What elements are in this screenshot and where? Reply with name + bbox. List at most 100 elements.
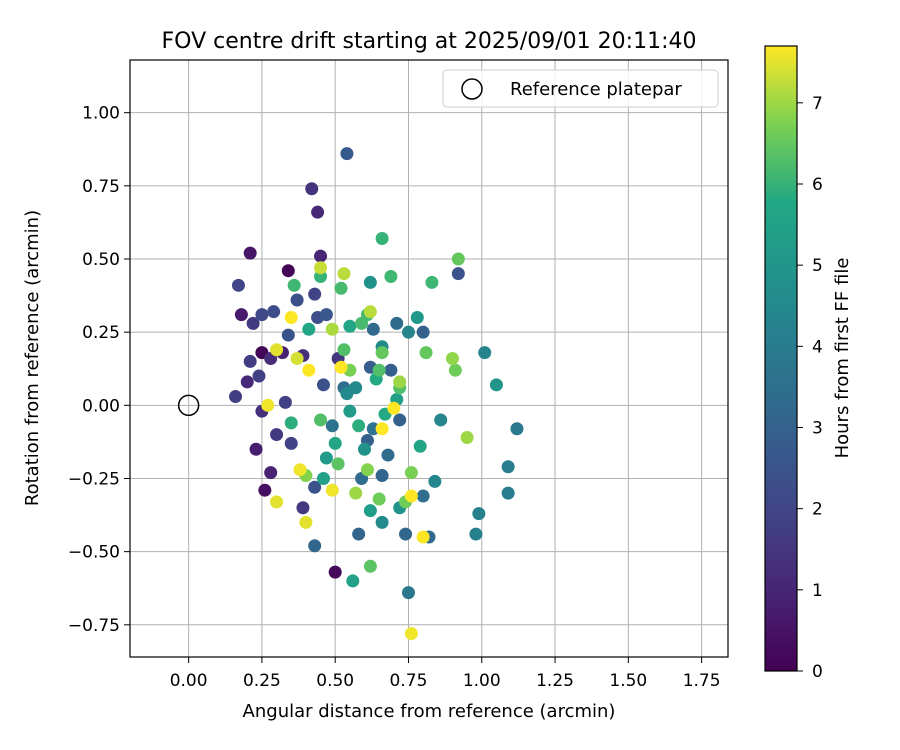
colorbar-tick-label: 3 [812, 418, 823, 438]
scatter-point [308, 287, 322, 301]
scatter-point [231, 278, 245, 292]
colorbar-tick-label: 1 [812, 581, 823, 601]
scatter-point [308, 539, 322, 553]
scatter-point [510, 422, 524, 436]
scatter-point [390, 316, 404, 330]
scatter-point [278, 395, 292, 409]
scatter-point [281, 328, 295, 342]
scatter-point [384, 270, 398, 284]
scatter-point [308, 480, 322, 494]
scatter-point [363, 559, 377, 573]
scatter-point [255, 308, 269, 322]
scatter-point [460, 431, 474, 445]
scatter-point [472, 507, 486, 521]
scatter-point [334, 281, 348, 295]
scatter-point [349, 486, 363, 500]
scatter-point [410, 311, 424, 325]
scatter-point [331, 457, 345, 471]
x-tick-label: 0.75 [390, 671, 428, 691]
scatter-point [340, 387, 354, 401]
scatter-point [284, 436, 298, 450]
scatter-point [234, 308, 248, 322]
scatter-point [346, 574, 360, 588]
scatter-point [375, 469, 389, 483]
scatter-point [375, 232, 389, 246]
scatter-point [302, 363, 316, 377]
scatter-point [249, 442, 263, 456]
x-tick-label: 1.25 [536, 671, 574, 691]
scatter-point [366, 322, 380, 336]
colorbar-gradient [765, 46, 797, 671]
scatter-point [229, 390, 243, 404]
y-axis-label: Rotation from reference (arcmin) [22, 210, 43, 506]
scatter-point [340, 147, 354, 161]
scatter-point [258, 483, 272, 497]
colorbar-tick-label: 5 [812, 256, 823, 276]
chart-title: FOV centre drift starting at 2025/09/01 … [162, 29, 697, 54]
scatter-point [363, 305, 377, 319]
scatter-point [416, 530, 430, 544]
colorbar-tick-label: 6 [812, 175, 823, 195]
x-tick-label: 0.25 [243, 671, 281, 691]
scatter-point [328, 436, 342, 450]
scatter-point [393, 375, 407, 389]
scatter-point [416, 489, 430, 503]
scatter-point [401, 586, 415, 600]
scatter-point [314, 413, 328, 427]
scatter-point [337, 343, 351, 357]
plot-frame [129, 59, 729, 658]
scatter-point [316, 471, 330, 485]
scatter-point [352, 419, 366, 433]
colorbar-ticks: 0 1 2 3 4 5 6 7 [797, 94, 823, 682]
scatter-point [363, 504, 377, 518]
legend-entry-reference-platepar: Reference platepar [510, 79, 682, 100]
scatter-point [302, 322, 316, 336]
scatter-point [281, 264, 295, 278]
scatter-point [270, 428, 284, 442]
colorbar-frame [764, 45, 798, 672]
scatter-point [343, 404, 357, 418]
scatter-point [319, 308, 333, 322]
scatter-point [372, 492, 386, 506]
scatter-point [290, 352, 304, 365]
scatter-point [352, 527, 366, 541]
scatter-point [425, 275, 439, 289]
y-tick-label: −0.25 [68, 469, 120, 489]
scatter-point [363, 275, 377, 289]
scatter-point [401, 325, 415, 339]
scatter-point [284, 311, 298, 325]
scatter-point [469, 527, 483, 541]
y-tick-label: 0.50 [82, 250, 120, 270]
scatter-point [243, 354, 257, 368]
scatter-point [416, 325, 430, 339]
scatter-point [252, 369, 266, 383]
scatter-point [387, 401, 401, 415]
y-tick-label: −0.50 [68, 543, 120, 563]
scatter-point [325, 322, 339, 336]
scatter-point [243, 246, 257, 260]
scatter-point [328, 565, 342, 579]
x-tick-label: 0.50 [316, 671, 354, 691]
scatter-point [325, 419, 339, 433]
scatter-point [284, 416, 298, 430]
grid [130, 60, 728, 657]
colorbar-tick-label: 7 [812, 94, 823, 114]
reference-platepar-marker [177, 394, 200, 417]
colorbar-label: Hours from first FF file [832, 258, 853, 459]
x-tick-label: 1.50 [609, 671, 647, 691]
scatter-point [399, 527, 413, 541]
y-tick-label: 0.75 [82, 177, 120, 197]
scatter-point [451, 252, 465, 266]
scatter-point [372, 363, 386, 377]
scatter-point [240, 375, 254, 389]
legend-marker-icon [461, 78, 483, 100]
scatter-point [501, 486, 515, 500]
scatter-point [305, 182, 319, 196]
scatter-point [451, 267, 465, 281]
scatter-points [229, 147, 524, 641]
scatter-point [489, 378, 503, 392]
scatter-point [270, 495, 284, 509]
x-tick-label: 1.00 [463, 671, 501, 691]
scatter-point [264, 466, 278, 480]
legend: Reference platepar [442, 69, 719, 108]
